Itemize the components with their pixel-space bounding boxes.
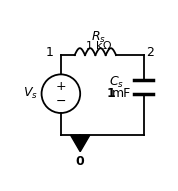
Text: 1: 1 [46,46,54,59]
Text: $R_s$: $R_s$ [91,30,106,45]
Text: 2: 2 [147,46,155,59]
Text: $\mathbf{1}$: $\mathbf{1}$ [106,87,116,100]
Polygon shape [70,135,90,152]
Text: −: − [56,95,66,108]
Text: mF: mF [112,87,131,100]
Text: $C_s$: $C_s$ [109,75,124,90]
Text: $V_s$: $V_s$ [23,86,38,101]
Text: 1 k$\Omega$: 1 k$\Omega$ [85,39,112,51]
Text: 0: 0 [76,155,85,168]
Text: +: + [56,80,66,93]
